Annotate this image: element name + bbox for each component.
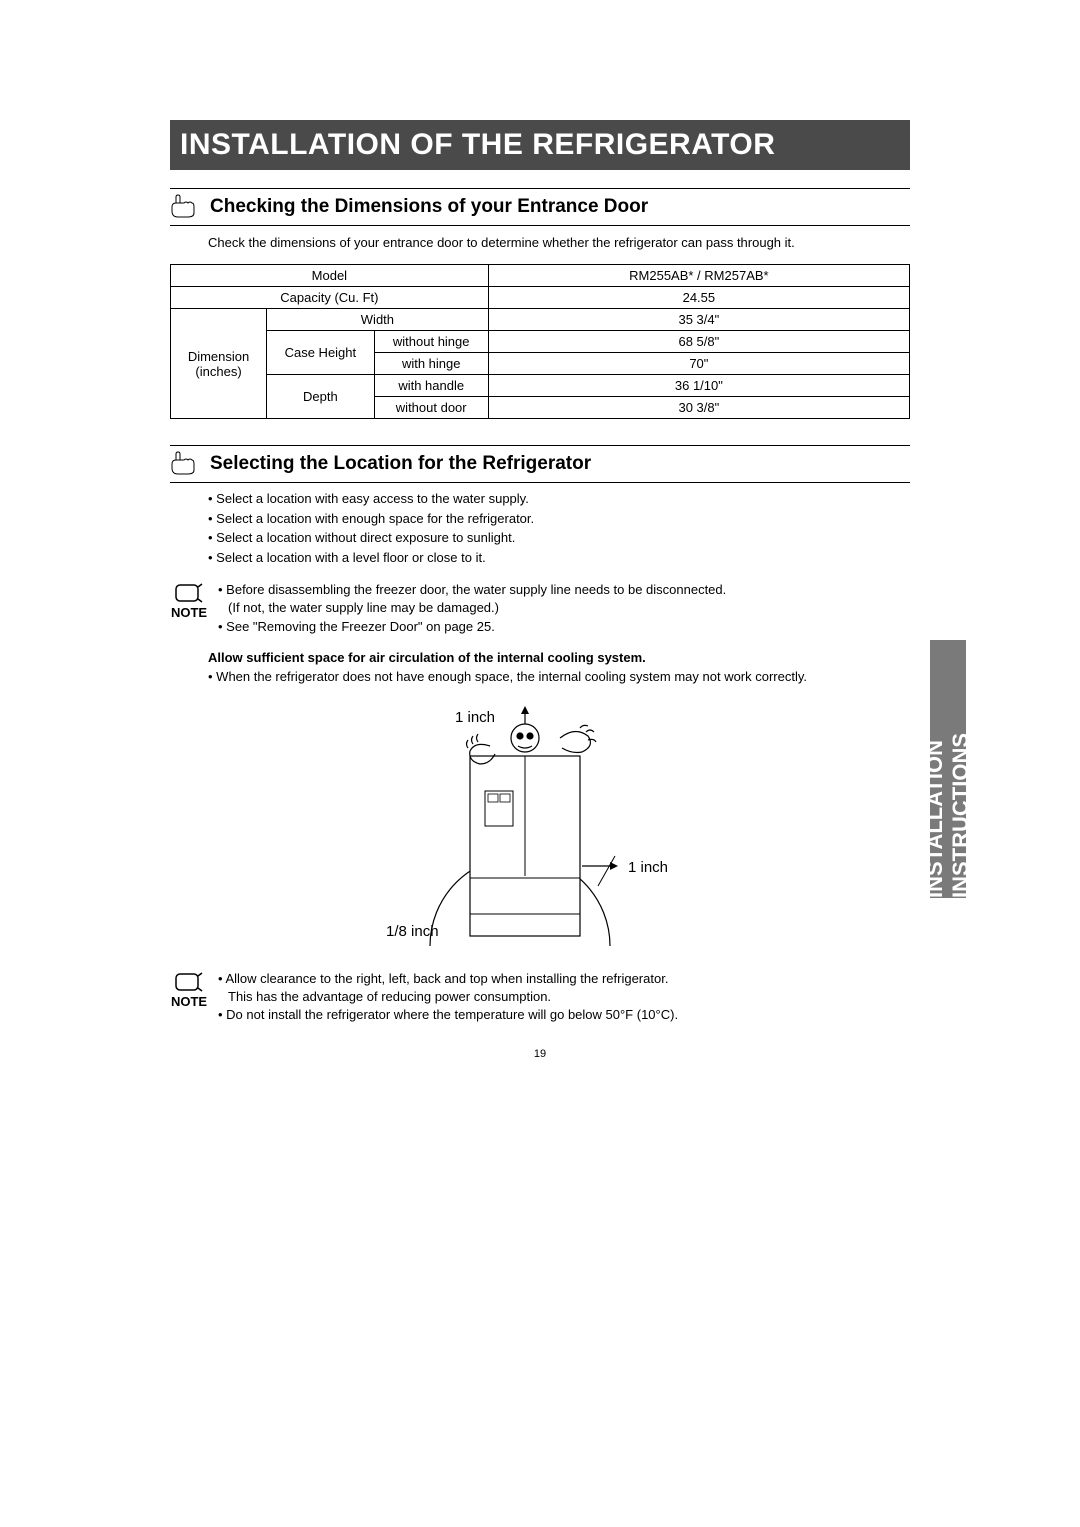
clearance-figure: 1 inch 1 inch 1/8 inch — [170, 696, 910, 956]
note1: NOTE Before disassembling the freezer do… — [170, 581, 910, 636]
list-item: Select a location without direct exposur… — [208, 528, 910, 548]
section1-intro: Check the dimensions of your entrance do… — [208, 234, 910, 252]
dimensions-table: Model RM255AB* / RM257AB* Capacity (Cu. … — [170, 264, 910, 419]
note2-line2: This has the advantage of reducing power… — [218, 988, 678, 1006]
capacity-value: 24.55 — [488, 287, 909, 309]
note1-label: NOTE — [170, 605, 208, 620]
dimension-label: Dimension (inches) — [171, 309, 267, 419]
width-value: 35 3/4" — [488, 309, 909, 331]
without-door-label: without door — [374, 397, 488, 419]
section2-bullets: Select a location with easy access to th… — [208, 489, 910, 567]
section1-title: Checking the Dimensions of your Entrance… — [206, 196, 648, 218]
with-hinge-label: with hinge — [374, 353, 488, 375]
note-icon — [170, 970, 208, 992]
section1-header: Checking the Dimensions of your Entrance… — [170, 188, 910, 226]
airc-bold: Allow sufficient space for air circulati… — [208, 650, 910, 665]
caseheight-label: Case Height — [267, 331, 375, 375]
hand-pointing-icon — [170, 450, 198, 478]
model-value: RM255AB* / RM257AB* — [488, 265, 909, 287]
depth-label: Depth — [267, 375, 375, 419]
without-hinge-value: 68 5/8" — [488, 331, 909, 353]
capacity-label: Capacity (Cu. Ft) — [171, 287, 489, 309]
clearance-bottom-label: 1/8 inch — [386, 923, 439, 940]
side-tab: INSTALLATION INSTRUCTIONS — [930, 640, 966, 898]
clearance-top-label: 1 inch — [455, 709, 495, 726]
note1-line2: (If not, the water supply line may be da… — [218, 599, 726, 617]
page-number: 19 — [170, 1048, 910, 1060]
clearance-side-label: 1 inch — [628, 859, 668, 876]
section2-header: Selecting the Location for the Refrigera… — [170, 445, 910, 483]
list-item: Select a location with easy access to th… — [208, 489, 910, 509]
note-icon — [170, 581, 208, 603]
note2-line1: Allow clearance to the right, left, back… — [218, 970, 678, 988]
without-door-value: 30 3/8" — [488, 397, 909, 419]
with-handle-value: 36 1/10" — [488, 375, 909, 397]
with-hinge-value: 70" — [488, 353, 909, 375]
model-label: Model — [171, 265, 489, 287]
note2-line3: Do not install the refrigerator where th… — [218, 1006, 678, 1024]
section2-title: Selecting the Location for the Refrigera… — [206, 453, 591, 475]
hand-pointing-icon — [170, 193, 198, 221]
list-item: Select a location with enough space for … — [208, 509, 910, 529]
note2-label: NOTE — [170, 994, 208, 1009]
list-item: Select a location with a level floor or … — [208, 548, 910, 568]
with-handle-label: with handle — [374, 375, 488, 397]
width-label: Width — [267, 309, 489, 331]
note2: NOTE Allow clearance to the right, left,… — [170, 970, 910, 1025]
without-hinge-label: without hinge — [374, 331, 488, 353]
page-banner: INSTALLATION OF THE REFRIGERATOR — [170, 120, 910, 170]
airc-sub: When the refrigerator does not have enou… — [208, 669, 910, 684]
note1-line3: See "Removing the Freezer Door" on page … — [218, 618, 726, 636]
note1-line1: Before disassembling the freezer door, t… — [218, 581, 726, 599]
